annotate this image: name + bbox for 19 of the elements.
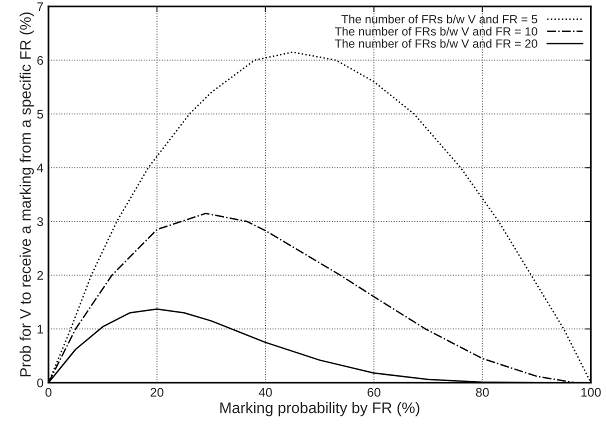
x-tick-label: 100	[581, 388, 601, 397]
legend-label: The number of FRs b/w V and FR = 20	[334, 39, 538, 48]
y-tick-label: 2	[37, 271, 43, 280]
x-tick-label: 0	[45, 388, 52, 397]
x-tick-label: 60	[368, 388, 380, 397]
legend-label: The number of FRs b/w V and FR = 5	[341, 14, 538, 24]
x-tick-label: 40	[258, 388, 272, 397]
legend-label: The number of FRs b/w V and FR = 10	[334, 26, 538, 36]
y-tick-label: 4	[36, 164, 44, 172]
y-tick-label: 1	[38, 324, 44, 334]
y-tick-label: 3	[37, 217, 44, 226]
y-tick-label: 0	[37, 378, 44, 388]
y-tick-label: 7	[37, 2, 43, 11]
y-tick-label: 5	[37, 110, 44, 119]
y-tick-label: 6	[37, 56, 44, 65]
x-tick-label: 20	[150, 388, 164, 397]
y-axis-title: Prob for V to receive a marking from a specific FR (%)	[20, 12, 34, 376]
x-axis-title: Marking probability by FR (%)	[220, 402, 420, 416]
x-tick-label: 80	[476, 388, 489, 397]
